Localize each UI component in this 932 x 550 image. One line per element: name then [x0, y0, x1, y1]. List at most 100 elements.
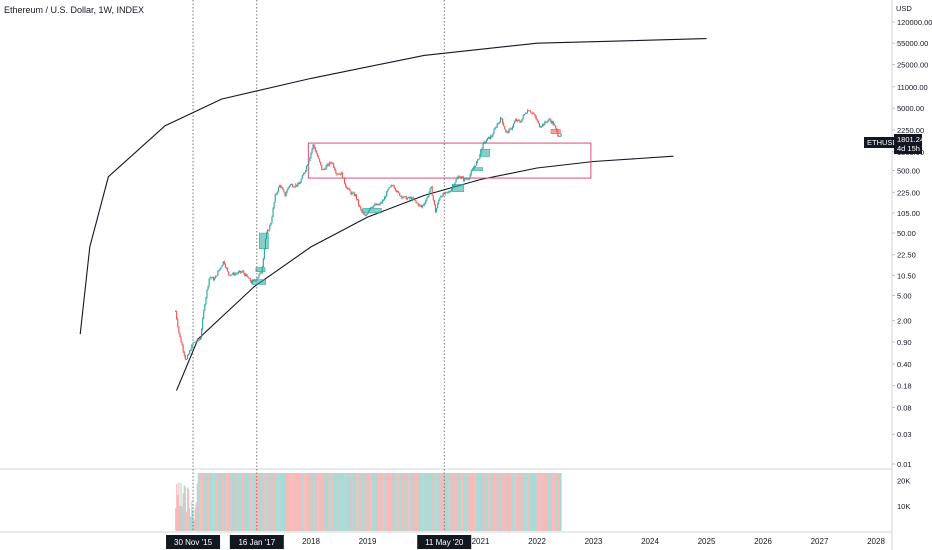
volume-bar [477, 473, 479, 531]
volume-bar [456, 473, 458, 531]
candle-body [517, 119, 519, 122]
volume-bar [365, 473, 367, 531]
candle-body [542, 123, 544, 127]
price-tick-label: 5000.00 [897, 104, 924, 113]
volume-bar [312, 473, 314, 531]
volume-bar [421, 473, 424, 531]
candle-body [554, 124, 556, 126]
candle-body [176, 311, 178, 320]
volume-bar [274, 473, 276, 531]
volume-bar [405, 473, 407, 531]
candle-body [425, 200, 427, 204]
candle-body [410, 197, 412, 199]
candle-body [236, 273, 238, 275]
volume-bar [509, 473, 511, 531]
volume-bar [212, 473, 215, 531]
candle-body [467, 178, 469, 180]
candle-body [547, 119, 549, 122]
candle-body [484, 141, 486, 143]
volume-bar [407, 473, 410, 531]
volume-bar [286, 473, 288, 531]
volume-bar [252, 473, 255, 531]
candle-body [489, 136, 491, 139]
volume-bar [428, 473, 430, 531]
candle-body [194, 341, 196, 343]
volume-bar [208, 473, 210, 531]
candle-body [319, 158, 321, 162]
volume-bar [207, 473, 209, 531]
candle-body [238, 270, 241, 272]
candle-body [458, 176, 460, 178]
candle-body [496, 123, 498, 128]
volume-bar [279, 473, 282, 531]
volume-bar [499, 473, 502, 531]
candle-body [196, 339, 198, 342]
volume-bar [223, 473, 225, 531]
volume-bar [439, 473, 441, 531]
volume-bar [379, 473, 381, 531]
volume-bar [299, 473, 301, 531]
candle-body [241, 271, 243, 273]
volume-bar [310, 473, 312, 531]
volume-bar [260, 473, 262, 531]
volume-bar [480, 473, 482, 531]
demand-zone [259, 232, 269, 250]
candle-body [539, 126, 542, 128]
candle-body [293, 186, 295, 188]
volume-bar [488, 473, 491, 531]
candle-body [541, 126, 543, 128]
volume-bar [553, 473, 556, 531]
volume-bar [333, 473, 335, 531]
candle-body [201, 329, 203, 338]
volume-bar [231, 473, 233, 531]
volume-bar [548, 473, 550, 531]
candle-body [419, 204, 421, 206]
volume-bar [416, 473, 418, 531]
volume-bar [511, 473, 514, 531]
volume-bar [536, 473, 538, 531]
volume-bar [468, 473, 470, 531]
volume-bar [396, 473, 399, 531]
volume-bar [391, 473, 393, 531]
candle-body [208, 278, 210, 287]
volume-bar [341, 473, 344, 531]
candle-body [341, 172, 343, 179]
volume-bar [385, 473, 387, 531]
volume-bar [383, 473, 386, 531]
volume-bar [390, 473, 392, 531]
volume-bar [409, 473, 412, 531]
candle-body [335, 170, 337, 174]
candle-body [244, 273, 246, 277]
symbol-tag [864, 137, 894, 148]
candle-body [279, 185, 281, 188]
candle-body [363, 212, 365, 215]
volume-bar [283, 473, 285, 531]
candle-body [317, 156, 320, 159]
candle-body [523, 113, 525, 116]
candle-body [421, 205, 424, 208]
candle-body [529, 110, 531, 112]
volume-bar [442, 473, 444, 531]
candle-body [276, 191, 278, 194]
volume-bar [386, 473, 388, 531]
volume-bar [420, 473, 423, 531]
volume-bar [302, 473, 305, 531]
volume-bar [549, 473, 551, 531]
candle-body [366, 213, 368, 215]
candle-body [340, 172, 342, 175]
volume-bar [470, 473, 472, 531]
volume-bar [542, 473, 544, 531]
candle-body [233, 272, 235, 276]
candle-body [230, 274, 232, 276]
candle-body [418, 204, 420, 206]
volume-bar [491, 473, 493, 531]
candle-body [381, 200, 383, 203]
candle-body [175, 311, 177, 313]
volume-bar [393, 473, 395, 531]
volume-bar [483, 473, 485, 531]
volume-bar [236, 473, 238, 531]
candle-body [433, 200, 435, 206]
volume-bar [487, 473, 490, 531]
candle-body [498, 122, 500, 124]
